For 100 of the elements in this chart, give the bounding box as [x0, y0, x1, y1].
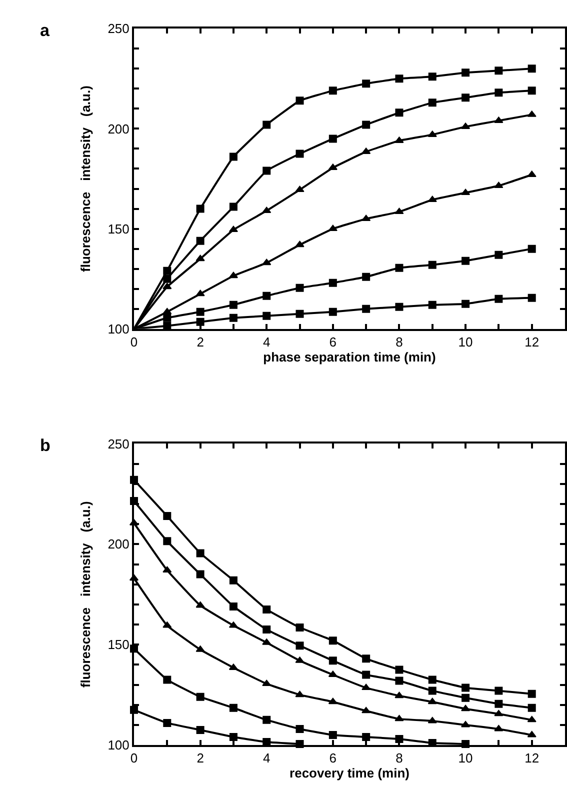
point: [262, 312, 271, 320]
point: [262, 605, 271, 614]
point: [428, 716, 437, 724]
y-tick-label: 150: [108, 221, 130, 236]
point: [262, 292, 271, 300]
point: [296, 96, 304, 105]
point: [528, 244, 536, 253]
x-axis-title: phase separation time (min): [263, 350, 436, 365]
x-tick-label: 6: [329, 334, 337, 350]
point: [262, 206, 272, 214]
point: [461, 188, 470, 196]
point: [362, 272, 370, 281]
point: [229, 704, 238, 712]
point: [295, 186, 304, 192]
point: [362, 733, 370, 742]
point: [296, 310, 304, 318]
point: [394, 714, 404, 722]
point: [494, 66, 503, 75]
point: [295, 690, 304, 698]
point: [228, 226, 238, 232]
point: [295, 240, 304, 248]
point: [163, 512, 172, 520]
point: [196, 254, 205, 262]
point: [395, 264, 404, 272]
x-tick-label: 0: [130, 750, 138, 766]
point: [362, 684, 371, 690]
point: [528, 704, 536, 712]
point: [196, 549, 204, 558]
point: [328, 224, 338, 232]
point: [395, 74, 404, 83]
point: [262, 258, 272, 266]
point: [162, 566, 172, 573]
point: [494, 710, 504, 716]
point: [362, 120, 370, 129]
point: [462, 94, 470, 102]
point: [362, 706, 371, 714]
point: [328, 134, 337, 143]
point: [262, 680, 272, 686]
point: [296, 150, 304, 158]
point: [428, 98, 436, 107]
point: [229, 300, 238, 309]
point: [494, 250, 503, 259]
point: [262, 120, 271, 129]
point: [163, 274, 172, 283]
point: [528, 294, 536, 302]
point: [229, 733, 238, 742]
point: [462, 256, 470, 265]
x-tick-label: 12: [524, 334, 540, 350]
point: [428, 300, 436, 309]
point: [296, 724, 304, 733]
point: [196, 318, 204, 326]
point: [228, 272, 238, 278]
y-tick-label: 250: [108, 21, 130, 36]
point: [328, 86, 337, 95]
point: [163, 676, 172, 684]
point: [196, 601, 205, 608]
point: [428, 676, 436, 684]
point: [196, 204, 204, 213]
point: [229, 202, 238, 211]
point: [328, 656, 337, 665]
point: [229, 602, 238, 610]
point: [494, 724, 504, 732]
point: [527, 716, 536, 722]
point: [162, 308, 172, 314]
y-tick-label: 100: [108, 321, 130, 336]
point: [428, 72, 436, 81]
point: [362, 654, 370, 663]
point: [229, 576, 238, 584]
point: [461, 720, 470, 728]
point: [196, 692, 204, 701]
point: [428, 260, 436, 269]
point: [428, 698, 437, 704]
point: [462, 68, 470, 77]
x-tick-label: 10: [458, 750, 473, 766]
point: [196, 570, 204, 578]
point: [395, 676, 404, 685]
x-tick-label: 6: [329, 750, 337, 766]
x-tick-label: 10: [458, 334, 473, 350]
x-tick-label: 12: [524, 750, 540, 766]
point: [328, 278, 337, 287]
point: [163, 537, 172, 546]
point: [428, 686, 436, 695]
point: [462, 694, 470, 702]
point: [196, 308, 204, 316]
point: [163, 266, 172, 275]
point: [461, 704, 470, 712]
x-tick-label: 2: [196, 750, 204, 766]
point: [296, 624, 304, 632]
point: [328, 308, 337, 316]
point: [528, 690, 536, 698]
x-tick-label: 8: [396, 334, 403, 350]
point: [395, 302, 404, 311]
point: [462, 684, 470, 692]
point: [328, 636, 337, 645]
point: [262, 626, 271, 634]
point: [229, 314, 238, 322]
point: [528, 86, 536, 95]
point: [362, 80, 370, 88]
point: [494, 686, 503, 695]
y-axis-title: fluorescence intensity (a.u.): [78, 86, 94, 272]
